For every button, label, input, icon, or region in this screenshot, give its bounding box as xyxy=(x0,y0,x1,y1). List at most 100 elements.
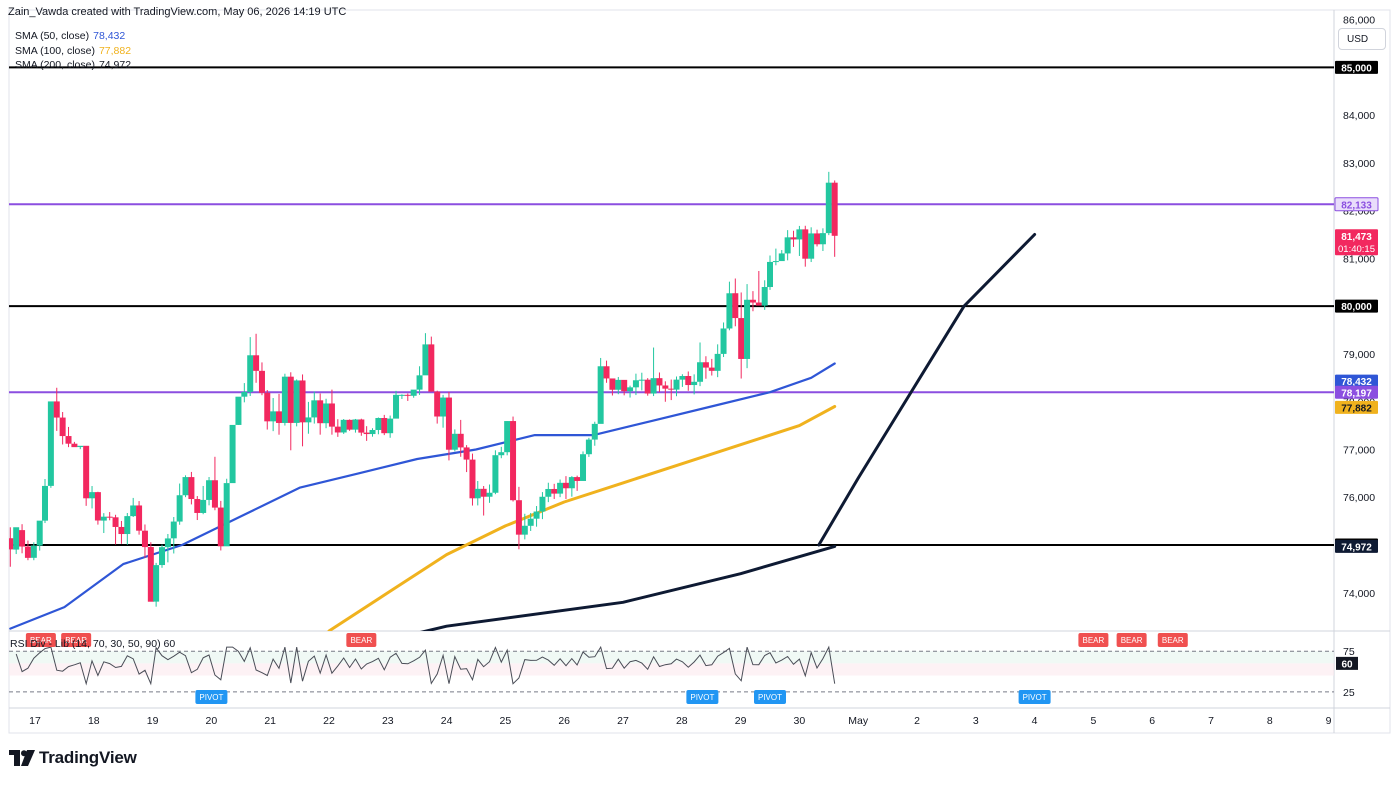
candle[interactable] xyxy=(253,333,260,383)
candle[interactable] xyxy=(615,376,622,395)
candle[interactable] xyxy=(510,416,517,502)
candle[interactable] xyxy=(323,398,330,429)
candle[interactable] xyxy=(778,250,785,262)
candle[interactable] xyxy=(474,481,481,506)
price-badge[interactable]: 77,882 xyxy=(1335,400,1378,415)
pivot-marker[interactable]: PIVOT xyxy=(195,690,228,704)
candle[interactable] xyxy=(708,358,715,376)
candle[interactable] xyxy=(691,374,698,395)
candle[interactable] xyxy=(153,562,160,607)
candle[interactable] xyxy=(299,374,306,447)
candle[interactable] xyxy=(562,476,569,499)
candle[interactable] xyxy=(603,360,610,383)
candle[interactable] xyxy=(819,228,826,251)
bear-marker[interactable]: BEAR xyxy=(346,633,377,647)
candle[interactable] xyxy=(480,486,487,516)
candle[interactable] xyxy=(229,424,236,484)
candle[interactable] xyxy=(176,483,183,525)
candle[interactable] xyxy=(258,362,265,396)
candle[interactable] xyxy=(293,379,300,427)
candle[interactable] xyxy=(440,394,447,428)
candle[interactable] xyxy=(194,496,201,521)
candle[interactable] xyxy=(404,393,411,401)
candle[interactable] xyxy=(486,484,493,503)
candle[interactable] xyxy=(36,520,43,551)
candle[interactable] xyxy=(668,379,675,401)
candle[interactable] xyxy=(94,491,101,525)
candle[interactable] xyxy=(241,383,248,403)
sma100-line[interactable] xyxy=(327,405,837,632)
candle[interactable] xyxy=(141,524,148,558)
price-badge[interactable]: 74,972 xyxy=(1335,539,1378,554)
candle[interactable] xyxy=(749,291,756,312)
candle[interactable] xyxy=(498,446,505,459)
candle[interactable] xyxy=(463,445,470,473)
rsi-legend[interactable]: RSI Div - Lib (14, 70, 30, 50, 90) 60 xyxy=(10,638,176,650)
candle[interactable] xyxy=(720,322,727,358)
candle[interactable] xyxy=(533,506,540,527)
candle[interactable] xyxy=(451,429,458,452)
candle[interactable] xyxy=(53,387,60,431)
candle[interactable] xyxy=(276,393,283,435)
candle[interactable] xyxy=(30,542,37,561)
candle[interactable] xyxy=(568,476,575,497)
candle[interactable] xyxy=(469,453,476,506)
candle[interactable] xyxy=(328,389,335,435)
candle[interactable] xyxy=(118,520,125,544)
trendline[interactable] xyxy=(817,233,1037,547)
candle[interactable] xyxy=(755,270,762,306)
candle[interactable] xyxy=(247,337,254,397)
candle[interactable] xyxy=(732,278,739,327)
rsi-line[interactable] xyxy=(15,645,836,686)
price-line-badge[interactable]: 82,133 xyxy=(1334,197,1379,212)
candle[interactable] xyxy=(159,544,166,568)
candle[interactable] xyxy=(726,281,733,331)
tradingview-logo[interactable]: TradingView xyxy=(9,748,137,768)
price-line-badge[interactable]: 80,000 xyxy=(1335,299,1378,314)
rsi-current-badge[interactable]: 60 xyxy=(1336,656,1358,671)
candle[interactable] xyxy=(387,415,394,438)
candle[interactable] xyxy=(47,401,54,488)
candle[interactable] xyxy=(825,171,832,236)
candle[interactable] xyxy=(808,227,815,263)
candle[interactable] xyxy=(270,398,277,432)
candle[interactable] xyxy=(200,485,207,515)
candle[interactable] xyxy=(381,414,388,436)
candle[interactable] xyxy=(305,401,312,434)
candle[interactable] xyxy=(679,374,686,387)
candle[interactable] xyxy=(662,381,669,402)
candle[interactable] xyxy=(83,445,90,506)
candle[interactable] xyxy=(363,426,370,441)
candle[interactable] xyxy=(621,379,628,396)
candle[interactable] xyxy=(784,230,791,261)
candle[interactable] xyxy=(393,390,400,419)
candle[interactable] xyxy=(521,513,528,540)
candle[interactable] xyxy=(772,248,779,266)
price-badge[interactable]: 78,197 xyxy=(1335,385,1378,400)
candle[interactable] xyxy=(311,391,318,424)
candle[interactable] xyxy=(644,378,651,396)
candle[interactable] xyxy=(217,500,224,551)
candle[interactable] xyxy=(551,483,558,499)
bear-marker[interactable]: BEAR xyxy=(61,633,92,647)
candle[interactable] xyxy=(358,418,365,436)
candle[interactable] xyxy=(445,392,452,461)
pivot-marker[interactable]: PIVOT xyxy=(754,690,786,704)
bear-marker[interactable]: BEAR xyxy=(1116,633,1147,647)
price-badge[interactable]: 78,432 xyxy=(1335,374,1378,389)
bear-marker[interactable]: BEAR xyxy=(25,633,56,647)
candle[interactable] xyxy=(281,373,288,426)
candle[interactable] xyxy=(673,376,680,397)
candle[interactable] xyxy=(831,180,838,257)
currency-selector[interactable]: USD xyxy=(1338,28,1386,50)
candle[interactable] xyxy=(515,486,522,550)
candle[interactable] xyxy=(147,542,154,602)
candle[interactable] xyxy=(264,390,271,430)
candle[interactable] xyxy=(492,450,499,495)
candle[interactable] xyxy=(106,512,113,521)
candle[interactable] xyxy=(317,393,324,435)
candle[interactable] xyxy=(7,527,14,567)
candle[interactable] xyxy=(702,356,709,379)
candle[interactable] xyxy=(545,482,552,503)
